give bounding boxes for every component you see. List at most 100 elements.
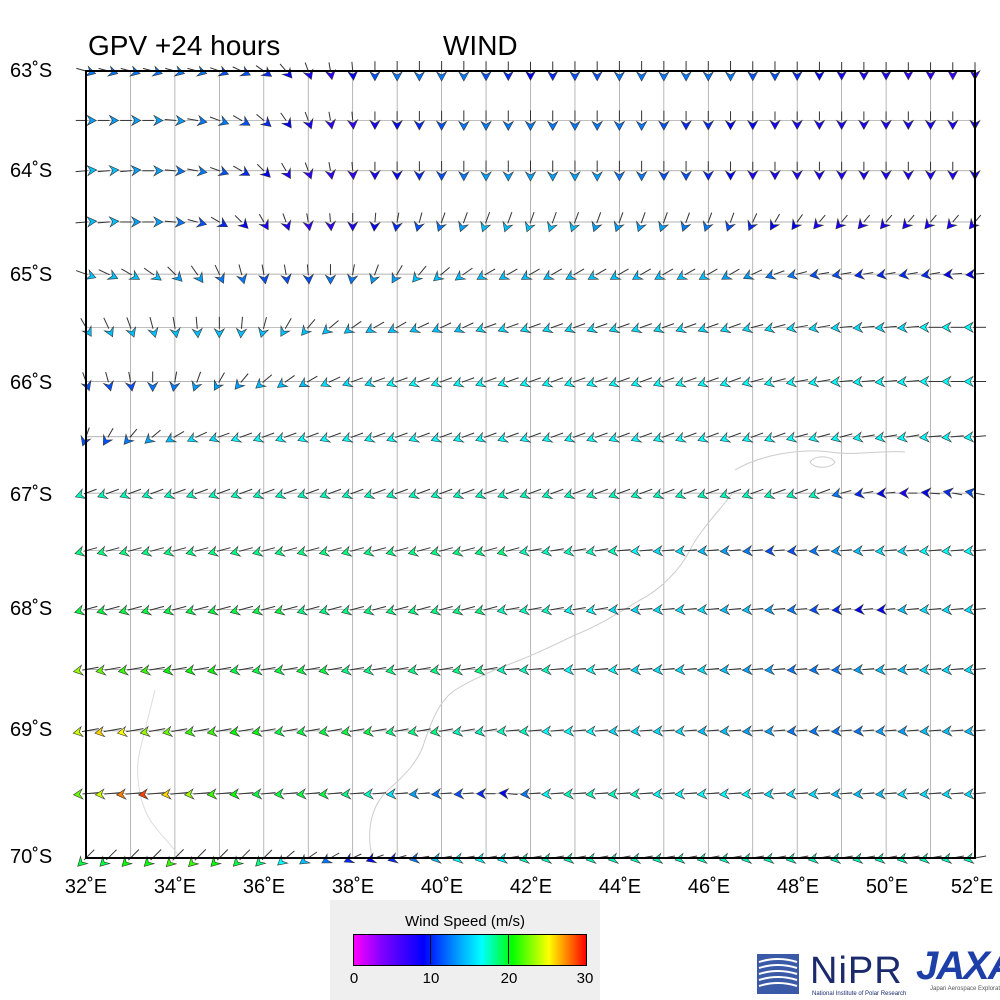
wind-arrow	[876, 487, 896, 499]
wind-arrow	[454, 267, 473, 281]
lat-label-63s: 63˚S	[10, 60, 53, 82]
wind-arrow	[853, 663, 875, 676]
wind-arrow	[407, 725, 431, 737]
wind-arrow	[318, 664, 343, 676]
wind-arrow	[635, 160, 648, 182]
wind-arrow	[652, 603, 675, 616]
wind-arrow	[853, 725, 874, 737]
wind-arrow	[858, 62, 870, 81]
wind-arrow	[547, 211, 558, 233]
wind-arrow	[813, 214, 826, 230]
wind-arrow	[210, 216, 229, 228]
wind-arrow	[385, 725, 409, 737]
wind-arrow	[680, 110, 692, 131]
forecast-title: GPV +24 hours	[88, 30, 281, 61]
wind-arrow	[369, 264, 381, 285]
wind-arrow	[103, 317, 114, 338]
wind-arrow	[831, 603, 852, 616]
wind-arrow	[853, 268, 874, 280]
wind-arrow	[318, 788, 343, 800]
wind-arrow	[391, 265, 403, 284]
wind-arrow	[230, 431, 253, 443]
wind-arrow	[184, 725, 210, 738]
wind-arrow	[232, 115, 251, 126]
wind-arrow	[169, 316, 181, 339]
legend-tickmark-20	[508, 934, 509, 964]
wind-arrow	[769, 111, 781, 131]
wind-arrow	[898, 487, 918, 499]
wind-arrow	[386, 431, 408, 443]
wind-arrow	[746, 161, 759, 181]
lat-label-65s: 65˚S	[10, 264, 53, 286]
wind-arrow	[608, 376, 630, 388]
wind-arrow	[502, 211, 514, 233]
wind-arrow	[808, 663, 830, 676]
wind-arrow	[140, 545, 164, 557]
wind-arrow	[480, 110, 492, 132]
wind-arrow	[251, 788, 276, 800]
wind-arrow	[696, 603, 720, 616]
wind-arrow	[234, 215, 249, 229]
wind-arrow	[137, 788, 167, 800]
wind-arrow	[280, 162, 291, 180]
wind-arrow	[94, 725, 122, 738]
wind-arrow	[724, 161, 737, 181]
wind-arrow	[857, 214, 871, 230]
wind-arrow	[830, 544, 852, 557]
lon-label-52e: 52˚E	[950, 876, 994, 898]
wind-arrow	[234, 373, 249, 390]
wind-arrow	[808, 321, 831, 334]
wind-arrow	[475, 322, 497, 334]
wind-arrow	[875, 725, 897, 737]
wind-arrow	[324, 62, 337, 81]
wind-arrow	[652, 488, 675, 500]
wind-arrow	[255, 374, 273, 389]
wind-arrow	[251, 664, 276, 676]
wind-arrow	[946, 62, 959, 81]
wind-arrow	[770, 213, 781, 231]
wind-arrow	[408, 431, 430, 443]
wind-arrow	[546, 61, 559, 82]
wind-arrow	[880, 62, 892, 81]
wind-arrow	[852, 431, 875, 443]
wind-arrow	[387, 321, 407, 333]
wind-arrow	[697, 725, 719, 737]
wind-arrow	[452, 545, 476, 557]
wind-arrow	[919, 787, 942, 800]
wind-arrow	[275, 431, 297, 443]
wind-arrow	[808, 787, 831, 800]
wind-arrow	[429, 664, 454, 676]
wind-arrow	[875, 663, 897, 676]
lon-label-34e: 34˚E	[153, 876, 197, 898]
wind-arrow	[302, 111, 314, 130]
wind-arrow	[391, 161, 403, 181]
wind-arrow	[808, 544, 830, 557]
wind-arrow	[362, 664, 387, 676]
wind-arrow	[879, 214, 893, 230]
wind-arrow	[452, 604, 476, 616]
wind-arrow	[497, 322, 519, 334]
wind-arrow	[630, 603, 653, 616]
wind-arrow	[385, 545, 409, 557]
wind-arrow	[719, 663, 742, 676]
lat-label-68s: 68˚S	[10, 598, 53, 620]
wind-arrow	[518, 603, 542, 616]
wind-arrow	[183, 788, 210, 800]
wind-arrow	[474, 604, 498, 616]
wind-arrow	[103, 428, 114, 446]
wind-arrow	[563, 725, 586, 737]
wind-arrow	[696, 788, 720, 800]
wind-arrow	[324, 162, 337, 180]
wind-arrow	[565, 268, 585, 280]
wind-arrow	[874, 431, 898, 443]
wind-arrow	[412, 265, 427, 283]
wind-arrow	[340, 664, 365, 676]
wind-arrow	[519, 322, 541, 334]
lat-label-70s: 70˚S	[10, 846, 53, 868]
wind-arrow	[702, 110, 715, 131]
wind-arrow	[896, 431, 920, 443]
wind-arrow	[719, 322, 741, 334]
wind-arrow	[458, 160, 470, 182]
wind-arrow	[319, 488, 342, 500]
wind-arrow	[546, 110, 559, 132]
